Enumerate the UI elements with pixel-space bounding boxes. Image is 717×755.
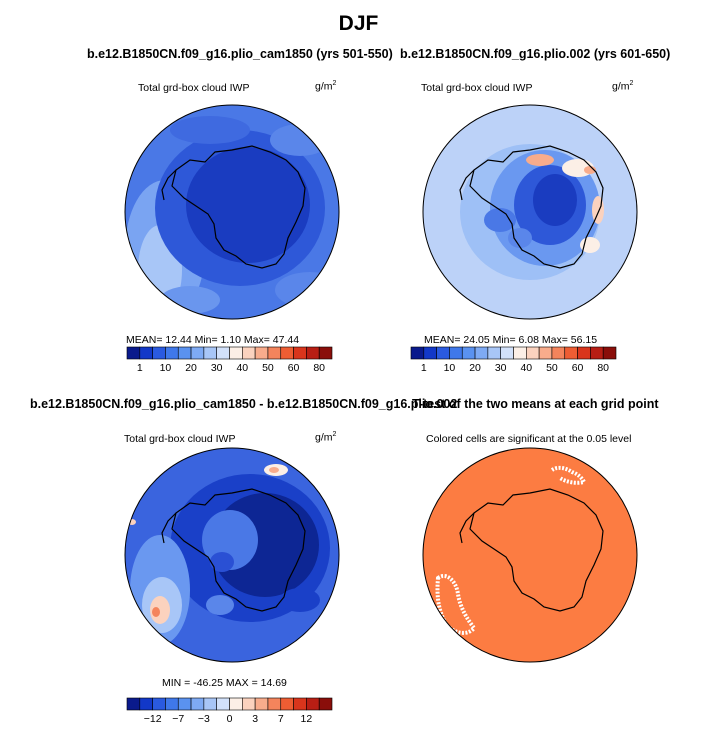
panel2-unit-label: g/m2	[612, 80, 634, 93]
panel2-map-border	[422, 104, 638, 320]
colorbar-tick-label: −7	[172, 713, 185, 725]
colorbar-tick-label: 80	[597, 362, 610, 374]
figure-title: DJF	[338, 12, 379, 35]
colorbar-tick-label: −3	[197, 713, 210, 725]
panel4-map-border	[422, 447, 638, 663]
panel2-antarctica-coastline	[469, 145, 604, 269]
colorbar-tick-label: 30	[494, 362, 507, 374]
panel4-nonsignificant-region-2	[550, 465, 587, 485]
panel4-nonsignificant-region	[435, 574, 477, 635]
panel4-subtitle: Colored cells are significant at the 0.0…	[426, 433, 632, 445]
panel1-unit-label: g/m2	[315, 80, 337, 93]
panel3-map-border	[124, 447, 340, 663]
colorbar-tick-label: 12	[300, 713, 313, 725]
panel1-variable-label: Total grd-box cloud IWP	[138, 82, 250, 94]
colorbar-tick-label: 80	[313, 362, 326, 374]
colorbar-tick-label: 60	[571, 362, 584, 374]
panel2-colorbar	[410, 346, 617, 360]
panel4-title: T-test of the two means at each grid poi…	[412, 397, 659, 411]
colorbar-tick-label: 0	[226, 713, 233, 725]
colorbar-tick-label: 10	[159, 362, 172, 374]
panel2-stats: MEAN= 24.05 Min= 6.08 Max= 56.15	[424, 334, 598, 346]
panel4-significant-fill	[423, 448, 637, 662]
colorbar-tick-label: 10	[443, 362, 456, 374]
colorbar-swatch	[318, 346, 333, 360]
panel4-field	[423, 448, 637, 662]
panel1-colorbar	[126, 346, 333, 360]
panel1-peninsula	[161, 169, 177, 201]
colorbar-tick-label: 40	[236, 362, 249, 374]
panel3-title: b.e12.B1850CN.f09_g16.plio_cam1850 - b.e…	[30, 397, 458, 411]
panel2-title: b.e12.B1850CN.f09_g16.plio.002 (yrs 601-…	[400, 47, 671, 61]
panel3-antarctica-coastline	[171, 488, 306, 612]
panel3-colorbar	[126, 697, 333, 711]
colorbar-tick-label: 40	[520, 362, 533, 374]
panel3-unit-label: g/m2	[315, 431, 337, 444]
panel1-title: b.e12.B1850CN.f09_g16.plio_cam1850 (yrs …	[87, 47, 393, 61]
panel4-antarctica-coastline	[469, 488, 604, 612]
panel1-stats: MEAN= 12.44 Min= 1.10 Max= 47.44	[126, 334, 300, 346]
panel3-peninsula	[161, 512, 177, 544]
panel2-peninsula	[459, 169, 475, 201]
colorbar-tick-label: 1	[420, 362, 427, 374]
panel1-antarctica-coastline	[171, 145, 306, 269]
panel3-stats: MIN = -46.25 MAX = 14.69	[162, 677, 287, 689]
colorbar-tick-label: 60	[287, 362, 300, 374]
colorbar-tick-label: 30	[210, 362, 223, 374]
panel3-variable-label: Total grd-box cloud IWP	[124, 433, 236, 445]
panel4-peninsula	[459, 512, 475, 544]
colorbar-tick-label: 20	[469, 362, 481, 374]
colorbar-tick-label: 3	[252, 713, 259, 725]
panel1-map-border	[124, 104, 340, 320]
panel2-variable-label: Total grd-box cloud IWP	[421, 82, 533, 94]
panel2-field	[423, 105, 637, 319]
colorbar-tick-label: −12	[143, 713, 162, 725]
colorbar-swatch	[602, 346, 617, 360]
colorbar-swatch	[318, 697, 333, 711]
colorbar-tick-label: 50	[546, 362, 558, 374]
colorbar-tick-label: 7	[277, 713, 284, 725]
colorbar-tick-label: 20	[185, 362, 197, 374]
colorbar-tick-label: 50	[262, 362, 274, 374]
colorbar-tick-label: 1	[136, 362, 143, 374]
